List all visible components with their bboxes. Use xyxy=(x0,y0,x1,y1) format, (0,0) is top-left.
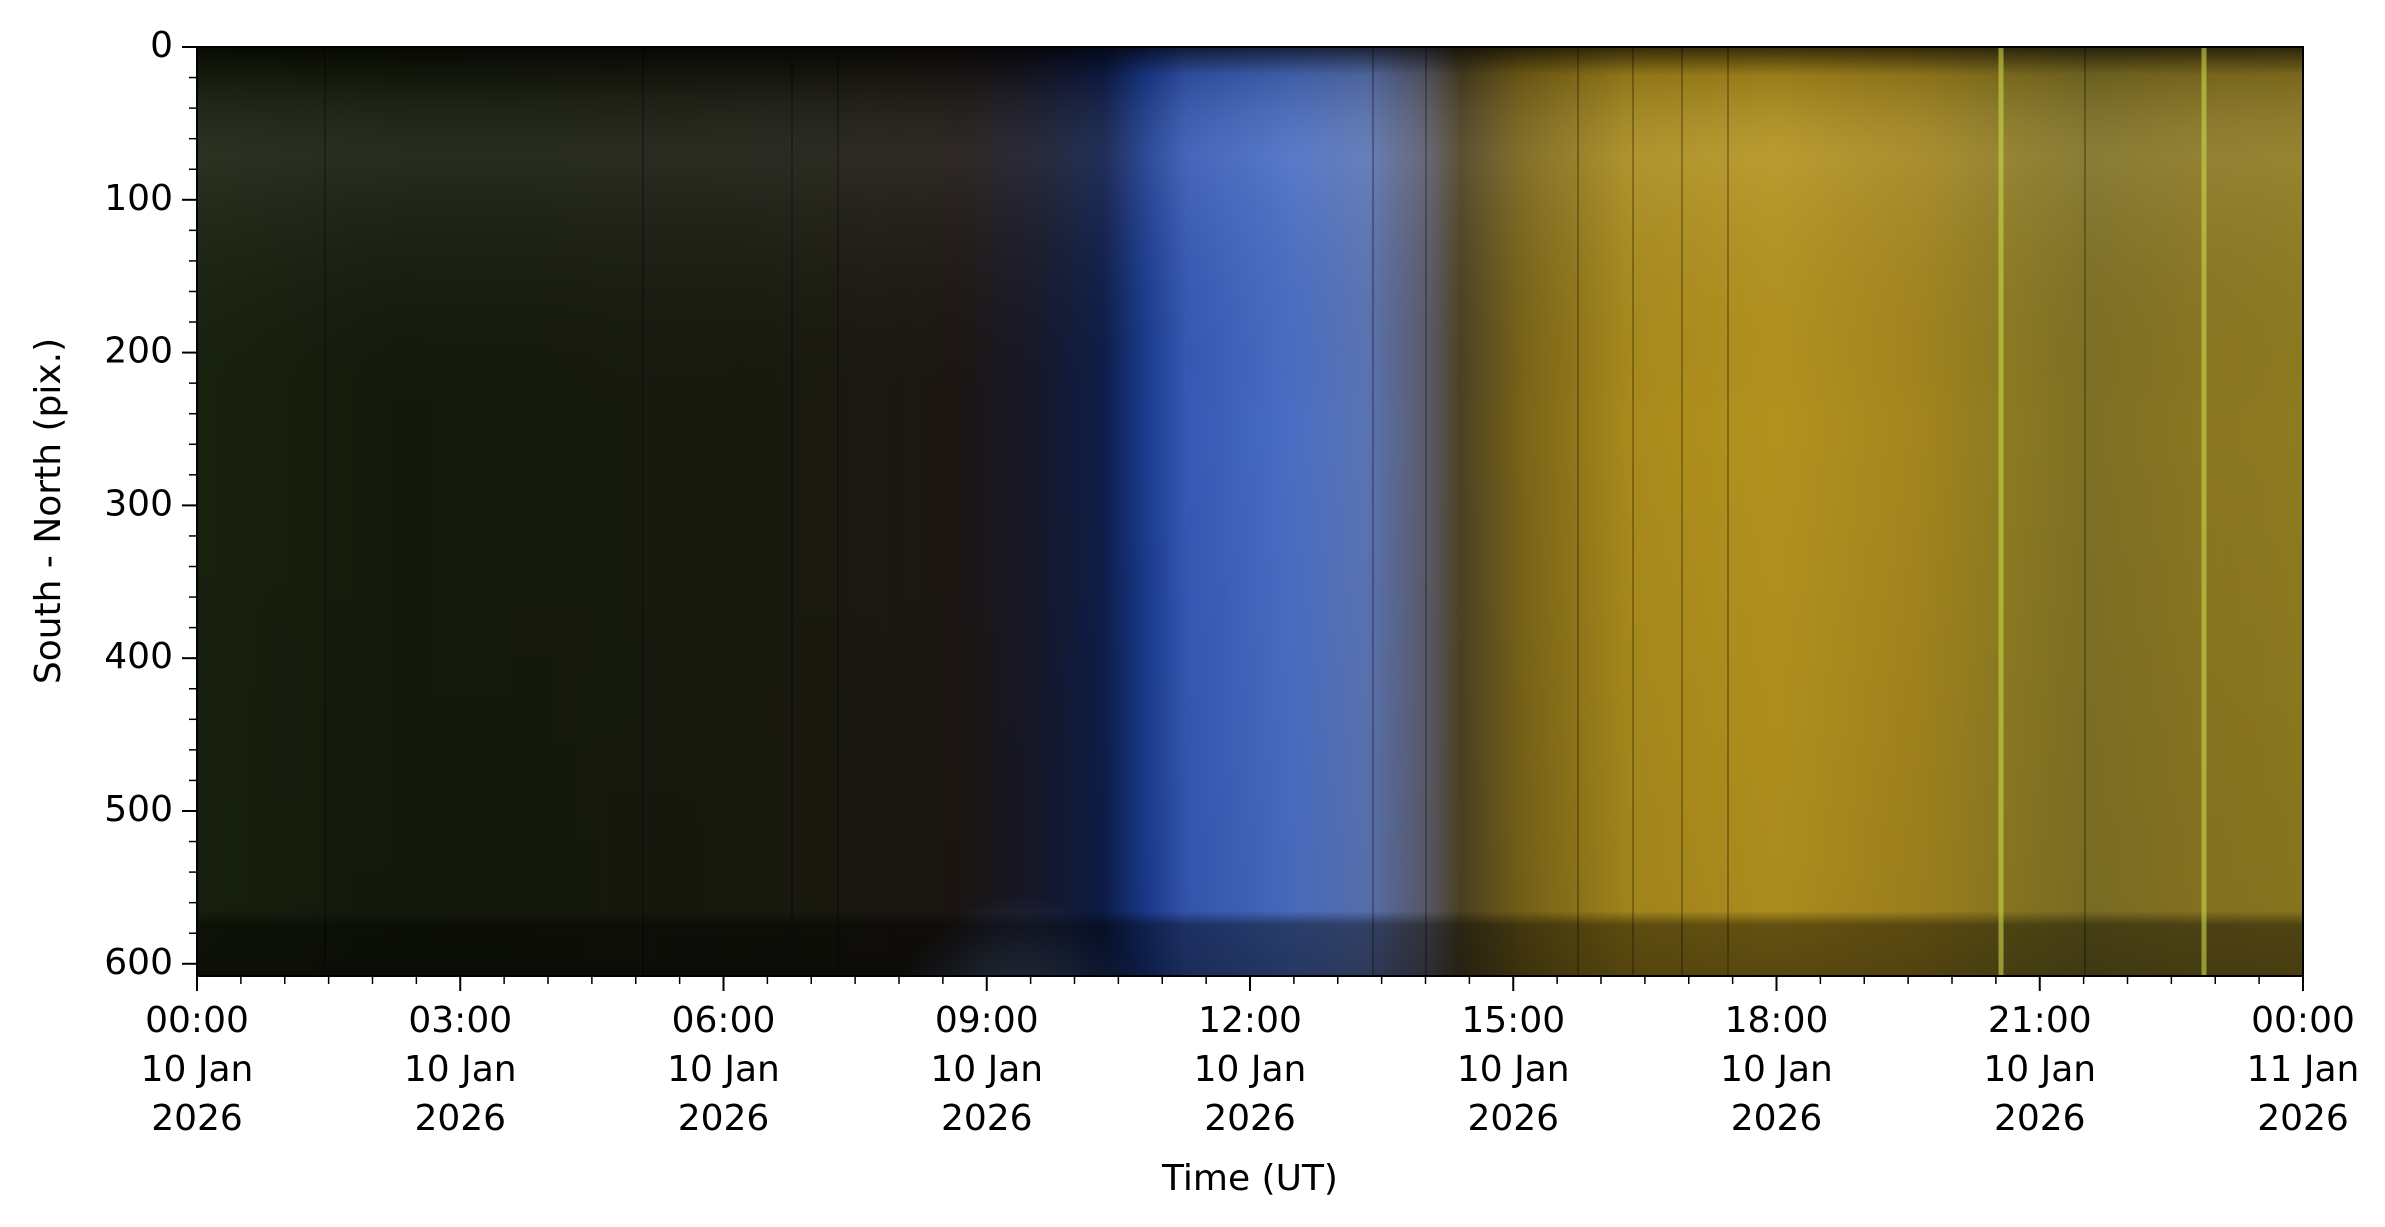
y-axis-label: South - North (pix.) xyxy=(28,338,69,684)
x-tick-label: 06:00 10 Jan 2026 xyxy=(667,1000,780,1139)
x-tick-label: 18:00 10 Jan 2026 xyxy=(1720,1000,1833,1139)
x-tick-label: 09:00 10 Jan 2026 xyxy=(930,1000,1044,1139)
y-tick-label: 300 xyxy=(104,483,173,524)
x-axis-label: Time (UT) xyxy=(1161,1158,1338,1199)
y-tick-label: 600 xyxy=(104,942,173,983)
y-tick-label: 100 xyxy=(104,178,173,219)
x-tick-label: 00:00 11 Jan 2026 xyxy=(2246,1000,2360,1139)
keogram-image xyxy=(197,47,2303,976)
x-tick-label: 00:00 10 Jan 2026 xyxy=(140,1000,254,1139)
y-tick-label: 400 xyxy=(104,636,173,677)
x-tick-label: 12:00 10 Jan 2026 xyxy=(1193,1000,1307,1139)
x-tick-label: 21:00 10 Jan 2026 xyxy=(1983,1000,2097,1139)
x-tick-label: 03:00 10 Jan 2026 xyxy=(403,1000,517,1139)
y-tick-label: 0 xyxy=(150,25,173,66)
y-tick-label: 500 xyxy=(104,789,173,830)
x-tick-label: 15:00 10 Jan 2026 xyxy=(1456,1000,1570,1139)
y-tick-label: 200 xyxy=(104,331,173,372)
